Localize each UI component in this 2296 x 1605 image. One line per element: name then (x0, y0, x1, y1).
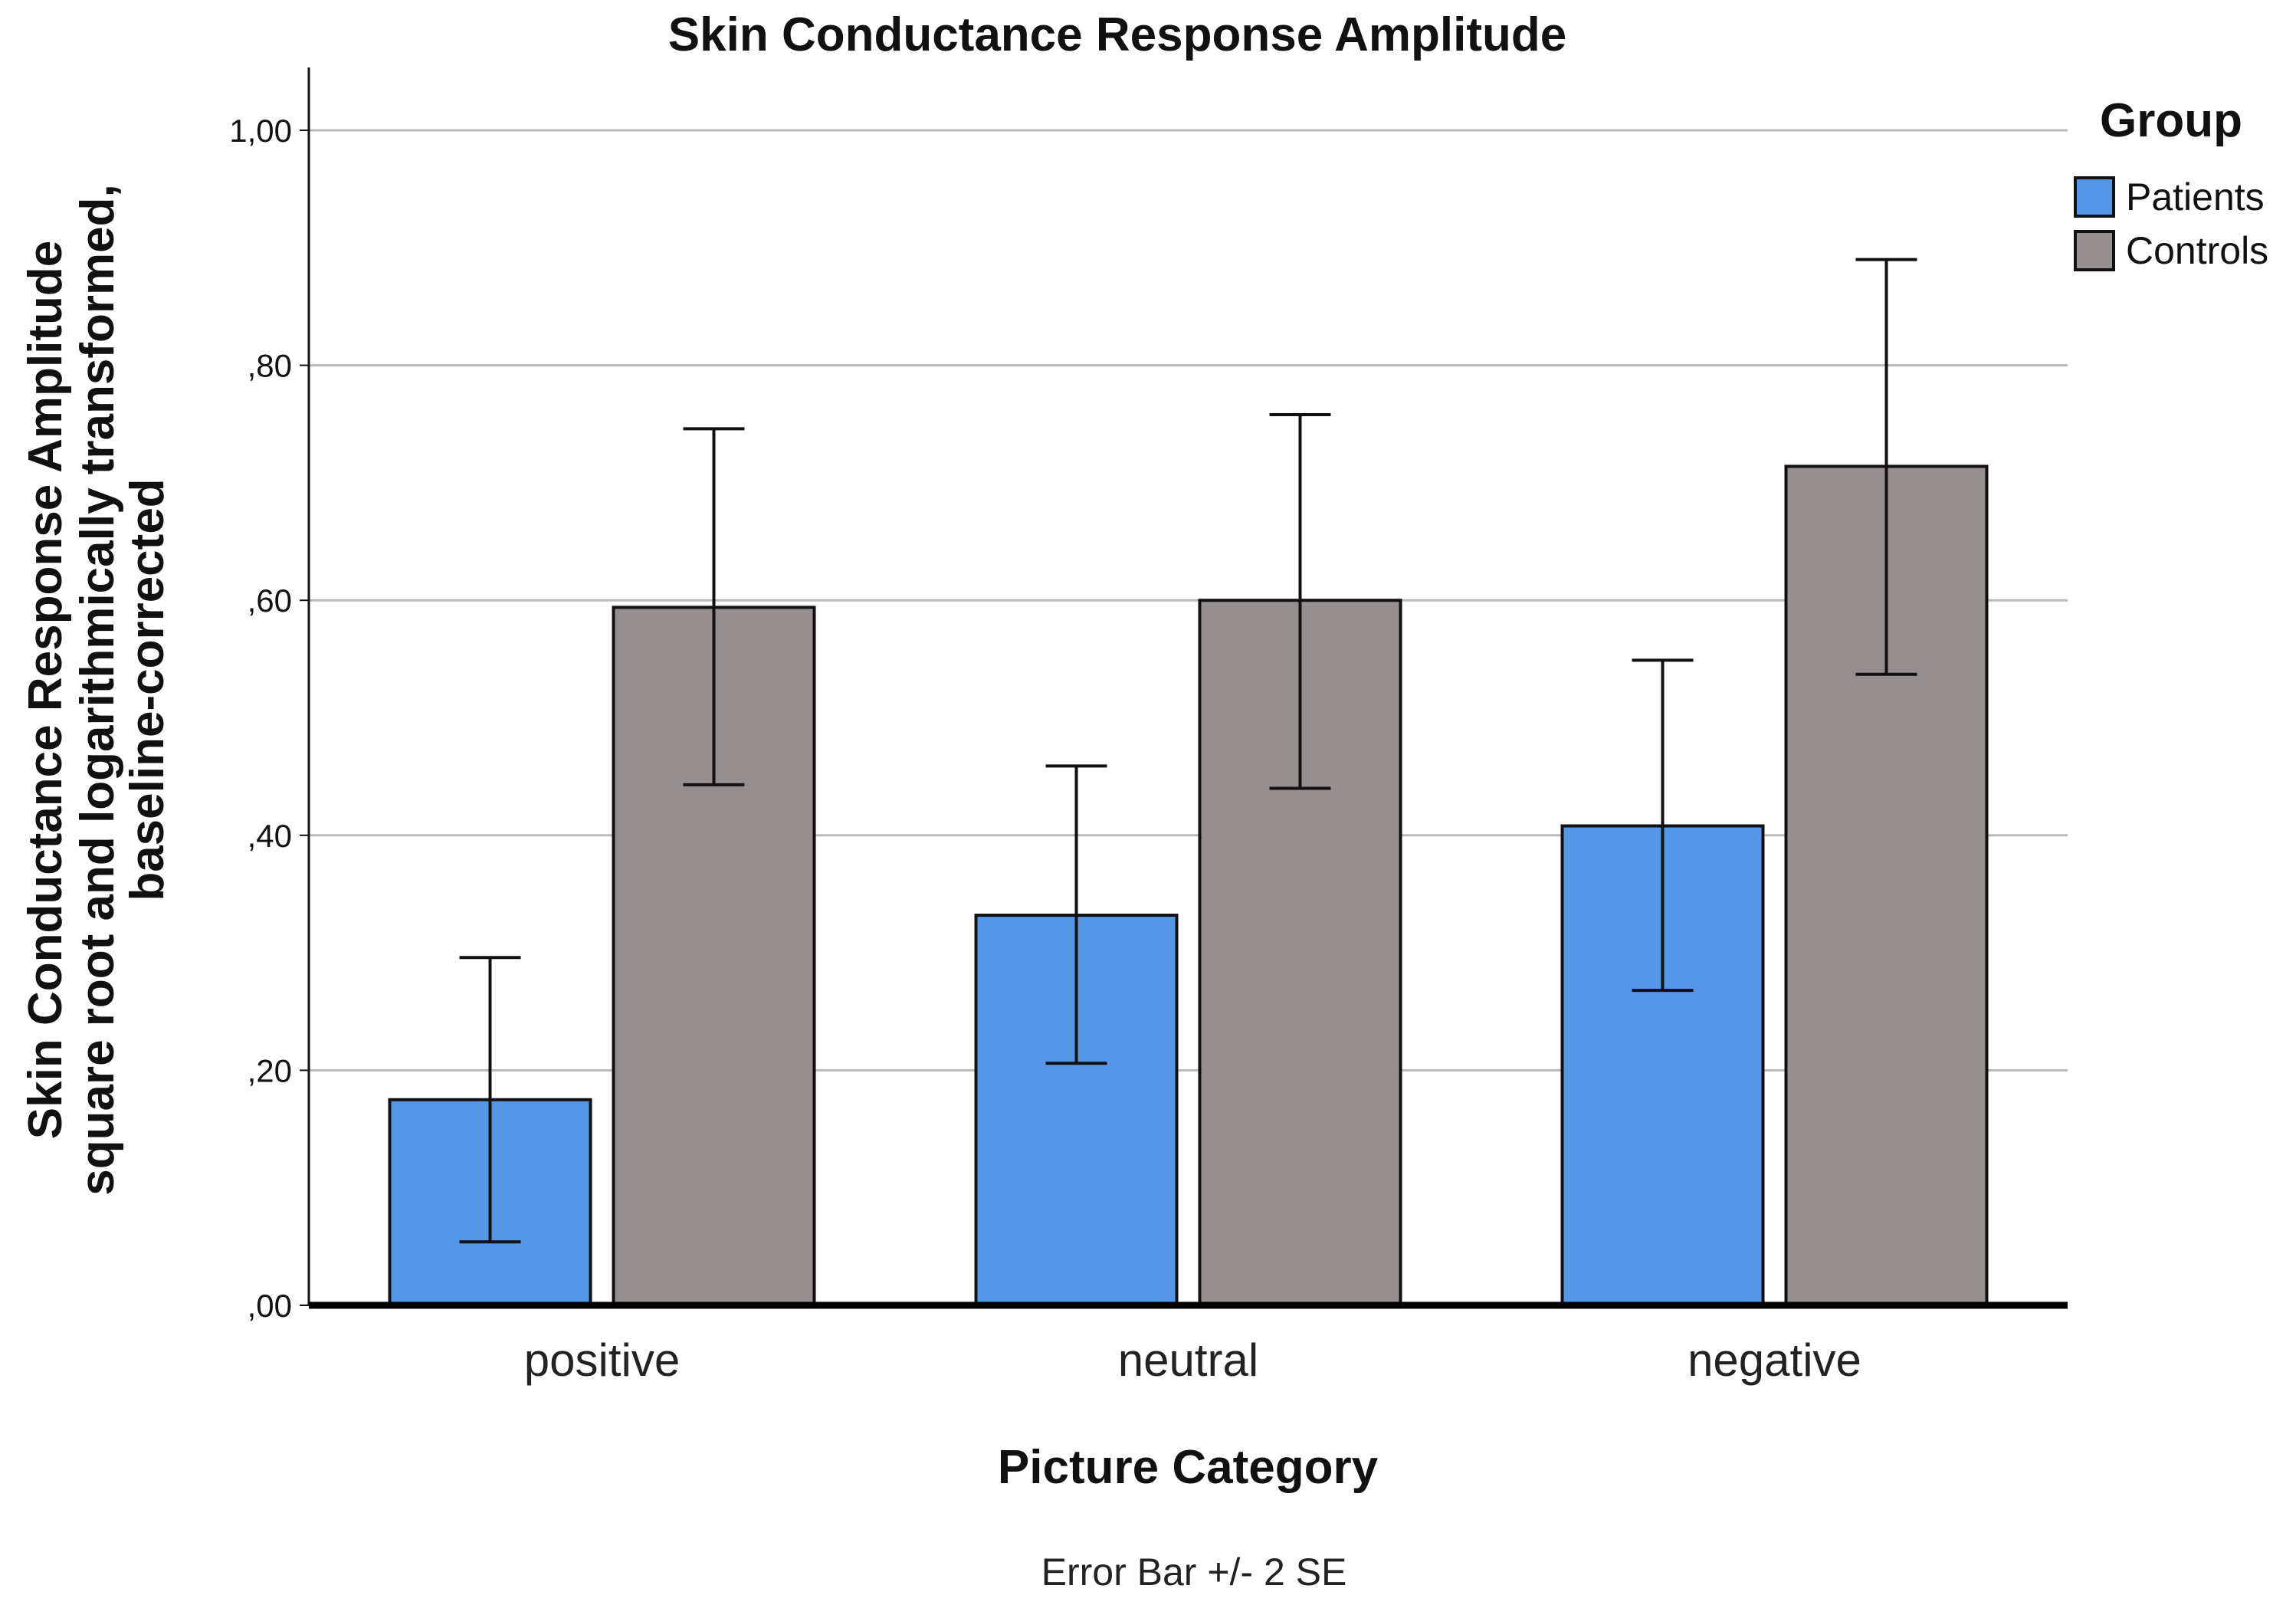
y-axis-title-line: Skin Conductance Response Amplitude (19, 241, 72, 1139)
legend-label-controls: Controls (2126, 229, 2268, 272)
y-tick-label: ,40 (248, 818, 292, 854)
y-axis-title-line: square root and logarithmically transfor… (71, 184, 124, 1196)
y-tick-label: ,60 (248, 583, 292, 619)
bars (388, 464, 1989, 1307)
labels: ,00 ,20 ,40 ,60 ,80 1,00 positive neutral negati… (19, 8, 1861, 1594)
error-bar-note: Error Bar +/- 2 SE (1041, 1551, 1347, 1594)
x-tick-label: positive (524, 1334, 680, 1386)
legend-label-patients: Patients (2126, 176, 2265, 218)
x-tick-label: negative (1688, 1334, 1861, 1386)
y-tick-label: ,20 (248, 1052, 292, 1088)
x-axis-title: Picture Category (998, 1441, 1379, 1494)
legend-swatch-controls (2074, 230, 2115, 271)
error-bars (459, 258, 1917, 1244)
axes (300, 67, 2068, 1309)
y-tick-label: ,00 (248, 1288, 292, 1324)
y-axis-title-line: baseline-corrected (121, 478, 174, 901)
y-tick-label: 1,00 (229, 113, 292, 149)
x-tick-label: neutral (1118, 1334, 1258, 1386)
legend-title: Group (2100, 94, 2242, 147)
legend: Group Patients Controls (2074, 94, 2268, 272)
gridlines (309, 129, 2068, 1072)
legend-swatch-patients (2074, 176, 2115, 218)
chart-title: Skin Conductance Response Amplitude (668, 8, 1566, 61)
y-tick-label: ,80 (248, 348, 292, 384)
